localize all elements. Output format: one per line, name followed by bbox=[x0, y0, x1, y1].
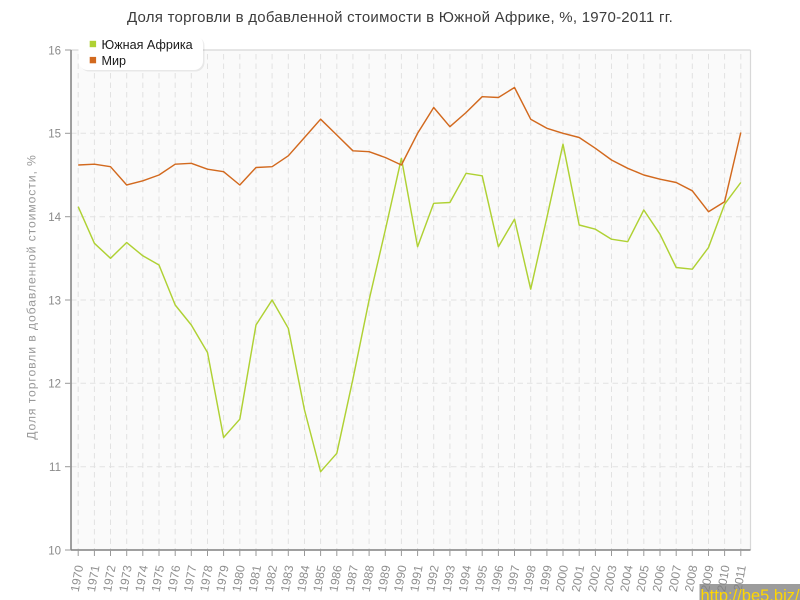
svg-text:Доля торговли в добавленной ст: Доля торговли в добавленной стоимости в … bbox=[127, 9, 673, 26]
svg-text:1989: 1989 bbox=[375, 564, 393, 593]
svg-text:1991: 1991 bbox=[407, 564, 425, 593]
svg-text:2007: 2007 bbox=[666, 564, 684, 593]
svg-text:1990: 1990 bbox=[391, 564, 409, 593]
svg-text:2000: 2000 bbox=[553, 564, 571, 593]
svg-text:1998: 1998 bbox=[520, 564, 538, 593]
svg-text:1995: 1995 bbox=[472, 564, 490, 593]
svg-text:1997: 1997 bbox=[504, 564, 522, 593]
svg-text:14: 14 bbox=[48, 212, 61, 224]
svg-text:Доля торговли в добавленной ст: Доля торговли в добавленной стоимости, % bbox=[25, 154, 39, 440]
svg-text:1994: 1994 bbox=[456, 564, 474, 593]
svg-text:Мир: Мир bbox=[102, 54, 127, 68]
svg-text:1984: 1984 bbox=[294, 564, 312, 593]
svg-text:Южная Африка: Южная Африка bbox=[102, 38, 193, 52]
svg-text:1983: 1983 bbox=[278, 564, 296, 593]
svg-text:1985: 1985 bbox=[310, 564, 328, 593]
svg-text:2003: 2003 bbox=[601, 564, 619, 593]
svg-text:11: 11 bbox=[49, 462, 61, 474]
svg-text:15: 15 bbox=[48, 129, 61, 141]
svg-text:2001: 2001 bbox=[569, 564, 587, 593]
svg-text:1977: 1977 bbox=[181, 564, 199, 593]
svg-text:http://be5.biz/: http://be5.biz/ bbox=[701, 587, 800, 600]
svg-text:13: 13 bbox=[48, 295, 61, 307]
svg-text:1971: 1971 bbox=[84, 564, 102, 593]
svg-text:1992: 1992 bbox=[423, 564, 441, 593]
svg-text:2006: 2006 bbox=[650, 564, 668, 593]
svg-text:2008: 2008 bbox=[682, 564, 700, 593]
svg-text:1982: 1982 bbox=[262, 564, 280, 593]
svg-text:1999: 1999 bbox=[537, 564, 555, 593]
svg-text:1993: 1993 bbox=[440, 564, 458, 593]
svg-text:12: 12 bbox=[48, 379, 61, 391]
svg-text:1996: 1996 bbox=[488, 564, 506, 593]
svg-text:2005: 2005 bbox=[633, 564, 651, 593]
svg-text:1979: 1979 bbox=[213, 564, 231, 593]
svg-text:1988: 1988 bbox=[359, 564, 377, 593]
svg-text:1970: 1970 bbox=[68, 564, 86, 593]
svg-text:2004: 2004 bbox=[617, 564, 635, 593]
svg-text:1972: 1972 bbox=[100, 564, 118, 593]
svg-text:1981: 1981 bbox=[246, 564, 264, 593]
svg-text:1976: 1976 bbox=[165, 564, 183, 593]
svg-text:16: 16 bbox=[48, 45, 61, 57]
svg-text:1987: 1987 bbox=[343, 564, 361, 593]
svg-text:1974: 1974 bbox=[132, 564, 150, 593]
svg-text:1973: 1973 bbox=[116, 564, 134, 593]
svg-text:1975: 1975 bbox=[149, 564, 167, 593]
svg-text:2002: 2002 bbox=[585, 564, 603, 593]
svg-text:10: 10 bbox=[48, 545, 61, 557]
svg-text:1986: 1986 bbox=[326, 564, 344, 593]
svg-text:1978: 1978 bbox=[197, 564, 215, 593]
svg-text:1980: 1980 bbox=[229, 564, 247, 593]
